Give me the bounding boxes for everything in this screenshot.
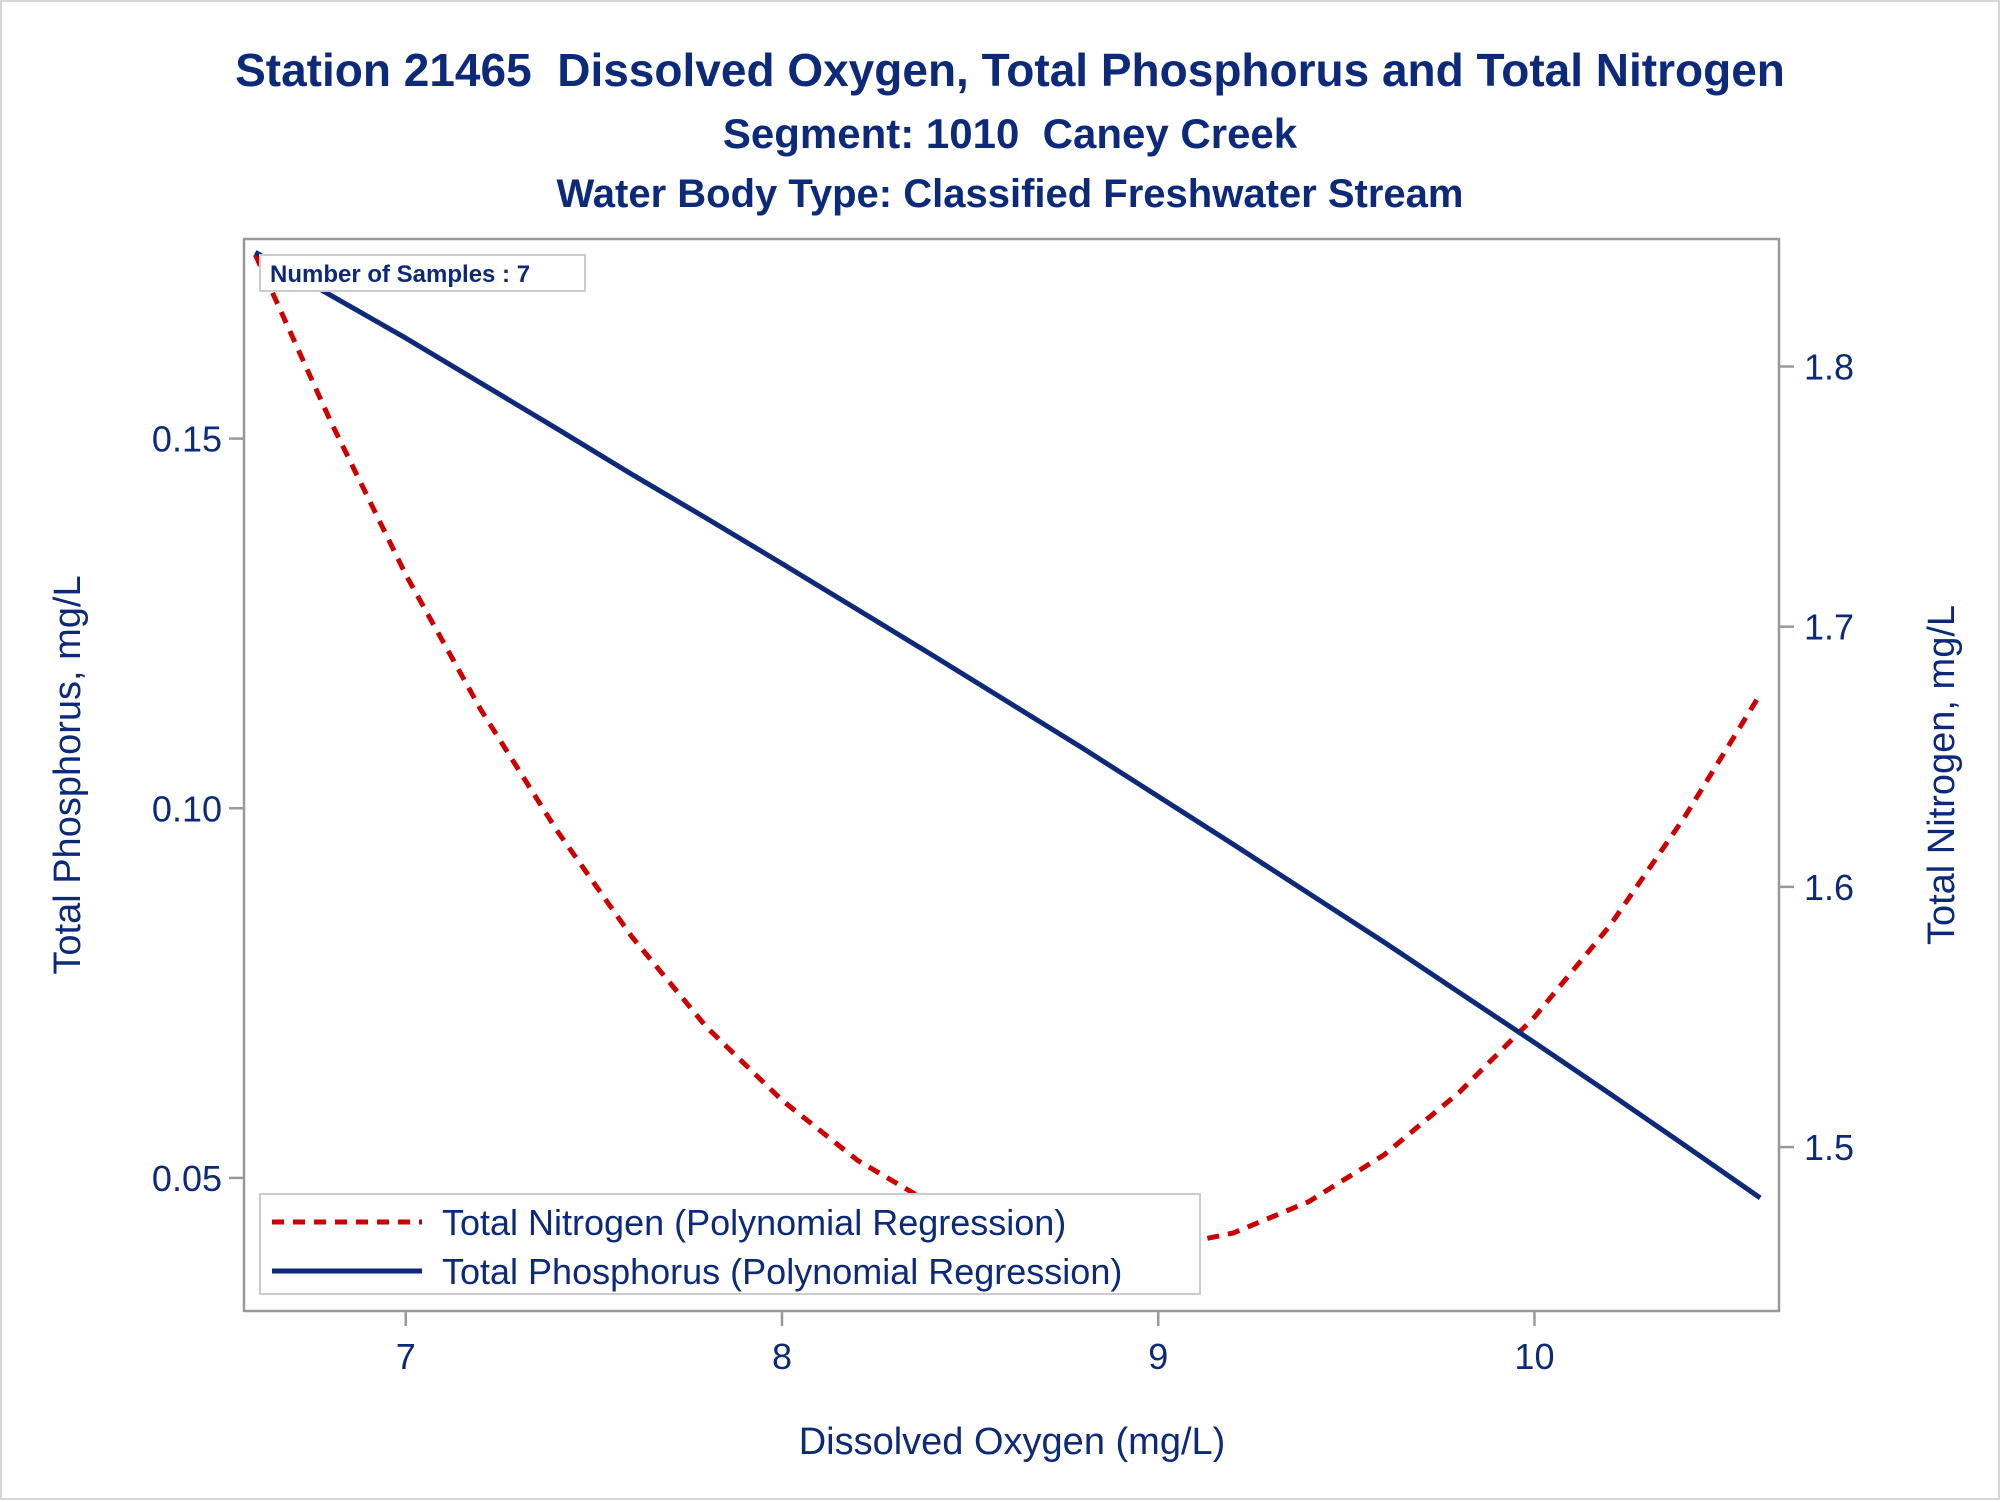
y-right-tick-label: 1.5 (1804, 1127, 1854, 1168)
sample-count-annotation: Number of Samples : 7 (259, 254, 586, 292)
y-right-tick-label: 1.8 (1804, 346, 1854, 387)
series-line-phosphorus (254, 250, 1762, 1200)
x-axis: 7 8 9 10 (396, 1311, 1554, 1377)
x-axis-label: Dissolved Oxygen (mg/L) (799, 1421, 1226, 1463)
x-tick-label: 7 (396, 1336, 416, 1377)
y-axis-left: 0.05 0.10 0.15 (152, 419, 244, 1199)
legend-label-nitrogen: Total Nitrogen (Polynomial Regression) (442, 1202, 1066, 1243)
sample-count-text: Number of Samples : 7 (270, 261, 530, 288)
y-right-tick-label: 1.6 (1804, 867, 1854, 908)
y-axis-left-label: Total Phosphorus, mg/L (47, 575, 89, 974)
y-axis-right: 1.5 1.6 1.7 1.8 (1779, 346, 1854, 1168)
chart-subtitle: Segment: 1010 Caney Creek (723, 110, 1298, 157)
x-tick-label: 8 (772, 1336, 792, 1377)
legend-box (259, 1193, 1201, 1295)
chart-subtitle-2: Water Body Type: Classified Freshwater S… (557, 172, 1464, 216)
y-right-tick-label: 1.7 (1804, 607, 1854, 648)
x-tick-label: 9 (1148, 1336, 1168, 1377)
x-tick-label: 10 (1514, 1336, 1554, 1377)
y-left-tick-label: 0.05 (152, 1158, 222, 1199)
chart-title: Station 21465 Dissolved Oxygen, Total Ph… (235, 44, 1785, 96)
y-left-tick-label: 0.10 (152, 788, 222, 829)
legend: Total Nitrogen (Polynomial Regression) T… (259, 1193, 1201, 1295)
y-left-tick-label: 0.15 (152, 419, 222, 460)
legend-label-phosphorus: Total Phosphorus (Polynomial Regression) (442, 1251, 1122, 1292)
y-axis-right-label: Total Nitrogen, mg/L (1921, 605, 1963, 945)
plot-area (242, 237, 1781, 1313)
